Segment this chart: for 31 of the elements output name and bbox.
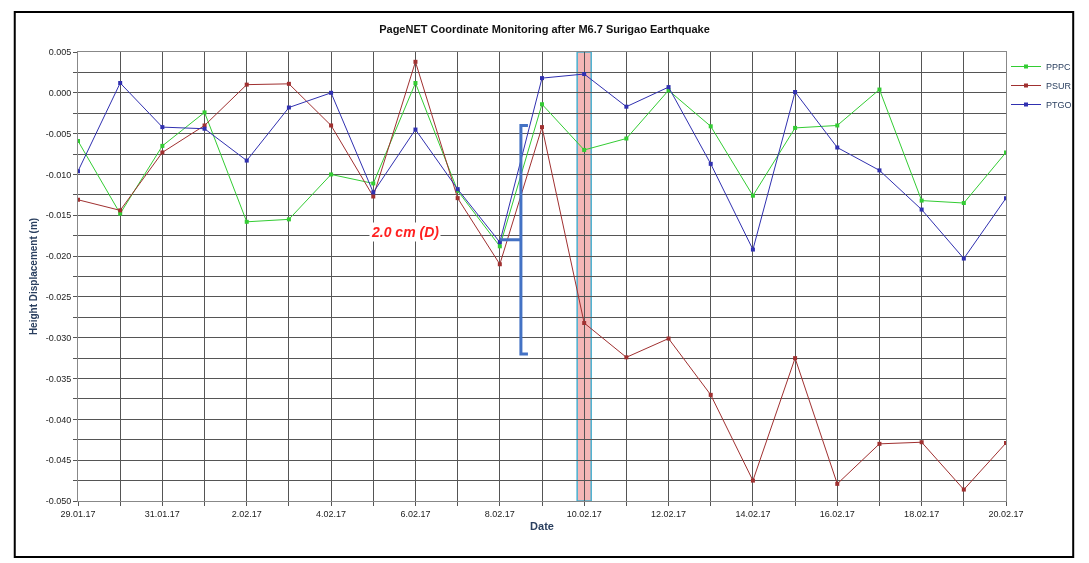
y-tick-label: -0.030 bbox=[45, 332, 72, 343]
x-tick-label: 18.02.17 bbox=[904, 508, 940, 519]
x-tick-label: 31.01.17 bbox=[144, 508, 180, 519]
legend-label: PSUR bbox=[1046, 81, 1072, 92]
x-tick-label: 14.02.17 bbox=[735, 508, 771, 519]
y-tick-label: -0.015 bbox=[45, 210, 72, 221]
x-tick-label: 29.01.17 bbox=[60, 508, 96, 519]
y-tick-label: -0.040 bbox=[45, 414, 72, 425]
x-tick-label: 20.02.17 bbox=[988, 508, 1024, 519]
x-tick-label: 4.02.17 bbox=[316, 508, 347, 519]
legend-label: PTGO bbox=[1046, 100, 1072, 111]
y-tick-label: -0.010 bbox=[45, 169, 72, 180]
x-tick-label: 10.02.17 bbox=[566, 508, 602, 519]
y-tick-label: -0.035 bbox=[45, 373, 72, 384]
x-tick-label: 12.02.17 bbox=[651, 508, 687, 519]
legend-label: PPPC bbox=[1046, 62, 1072, 73]
y-axis-title: Height Displacement (m) bbox=[27, 217, 39, 336]
x-tick-label: 2.02.17 bbox=[231, 508, 262, 519]
y-tick-label: -0.025 bbox=[45, 292, 72, 303]
y-tick-label: -0.020 bbox=[45, 251, 72, 262]
y-tick-label: 0.000 bbox=[48, 87, 72, 98]
x-tick-label: 8.02.17 bbox=[484, 508, 515, 519]
x-tick-label: 16.02.17 bbox=[819, 508, 855, 519]
y-tick-label: 0.005 bbox=[48, 47, 72, 58]
y-tick-label: -0.005 bbox=[45, 128, 72, 139]
x-tick-label: 6.02.17 bbox=[400, 508, 431, 519]
y-tick-label: -0.045 bbox=[45, 455, 72, 466]
chart-title: PageNET Coordinate Monitoring after M6.7 Surigao Earthquake bbox=[379, 23, 710, 36]
y-tick-label: -0.050 bbox=[45, 496, 72, 507]
annotation: 2.0 cm (D) bbox=[371, 224, 440, 240]
x-axis-title: Date bbox=[530, 520, 554, 532]
